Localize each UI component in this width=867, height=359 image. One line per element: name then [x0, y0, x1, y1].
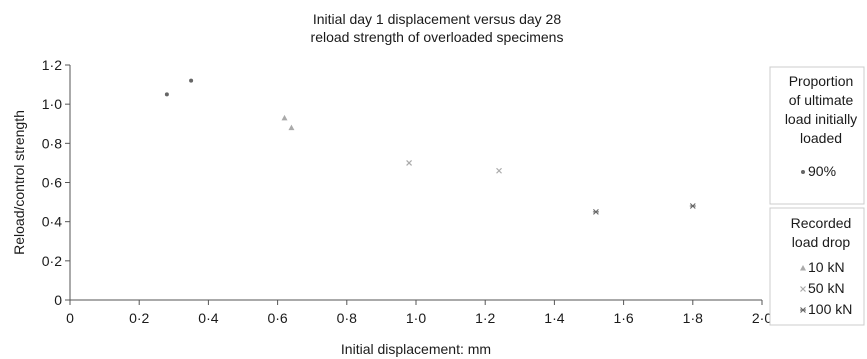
legend-title-load-drop: Recorded [791, 215, 852, 231]
data-point-star [592, 208, 599, 215]
legend-label: 50 kN [808, 280, 845, 296]
legend-marker [800, 286, 806, 292]
legend: Proportion of ultimate load initially loade… [769, 66, 865, 326]
legend-label: 10 kN [808, 259, 845, 275]
legend-label: 100 kN [808, 301, 852, 317]
axes: 0 0·2 0·4 0·6 0·8 1·0 1·2 1·4 1·6 1·8 2·0 0 0·2 0·4 0·… [11, 57, 772, 357]
chart-title-line: reload strength of overloaded specimens [311, 29, 564, 45]
data-point-dot [164, 92, 169, 97]
x-tick-label: 1·6 [613, 310, 633, 326]
x-tick-label: 1·2 [475, 310, 495, 326]
data-point-dot [189, 78, 194, 83]
x-tick-label: 1·4 [544, 310, 564, 326]
y-tick-label: 0 [54, 292, 62, 308]
data-point-cross [406, 159, 413, 166]
x-tick-label: 0·2 [129, 310, 149, 326]
x-tick-label: 2·0 [752, 310, 772, 326]
x-tick-label: 0·6 [267, 310, 287, 326]
data-point-star [689, 203, 696, 209]
y-tick-label: 0·2 [42, 253, 62, 269]
x-tick-label: 1·0 [406, 310, 426, 326]
y-tick-label: 0·8 [42, 135, 62, 151]
legend-title-load-drop: load drop [792, 234, 851, 250]
data-point-triangle [281, 114, 288, 121]
x-tick-label: 1·8 [683, 310, 703, 326]
chart-title-line: Initial day 1 displacement versus day 28 [313, 11, 561, 27]
legend-title-proportion: Proportion [789, 73, 854, 89]
x-tick-label: 0 [66, 310, 74, 326]
y-tick-label: 1·2 [42, 57, 62, 73]
data-point-cross [496, 167, 502, 174]
y-tick-label: 0·4 [42, 214, 62, 230]
y-axis-label: Reload/control strength [11, 110, 27, 255]
data-points [164, 78, 696, 215]
legend-box-proportion [769, 66, 865, 205]
legend-marker [800, 307, 806, 313]
y-tick-label: 1·0 [42, 96, 62, 112]
legend-box-load-drop [769, 207, 865, 326]
legend-title-proportion: of ultimate [789, 92, 854, 108]
x-tick-label: 0·8 [337, 310, 357, 326]
legend-label: 90% [808, 163, 836, 179]
legend-title-proportion: load initially [785, 111, 857, 127]
x-tick-label: 0·4 [198, 310, 218, 326]
legend-marker [800, 265, 806, 271]
legend-marker [801, 169, 805, 174]
chart-title: Initial day 1 displacement versus day 28… [311, 11, 564, 45]
x-axis-label: Initial displacement: mm [341, 341, 491, 357]
legend-title-proportion: loaded [800, 130, 842, 146]
y-tick-label: 0·6 [42, 175, 62, 191]
data-point-triangle [288, 124, 295, 131]
